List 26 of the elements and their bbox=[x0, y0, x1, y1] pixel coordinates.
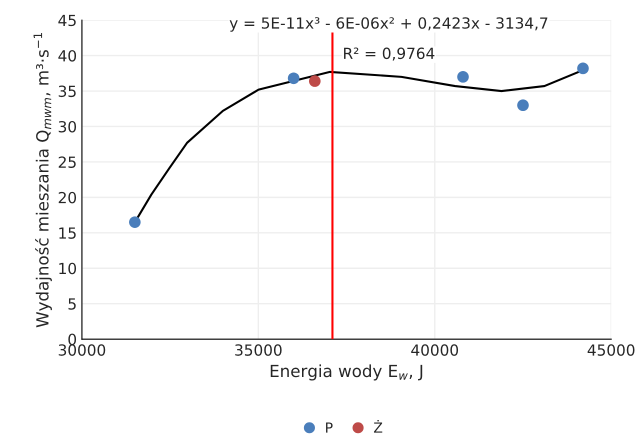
y-tick-label: 45 bbox=[58, 14, 76, 26]
y-tick-label: 40 bbox=[58, 50, 76, 62]
point bbox=[457, 71, 469, 83]
y-axis-title: Wydajność mieszania Q$_{mwm}$, m³·s$^{−1}$ bbox=[34, 32, 52, 328]
y-tick-label: 15 bbox=[59, 227, 76, 239]
y-tick-label: 20 bbox=[58, 192, 76, 204]
y-tick-label: 0 bbox=[68, 334, 76, 346]
legend-label: Ż bbox=[374, 420, 382, 433]
x-axis-title: Energia wody E$_{w}$, J bbox=[270, 364, 422, 380]
annotation: y = 5E-11x³ - 6E-06x² + 0,2423x - 3134,7 bbox=[230, 17, 548, 32]
legend-label: P bbox=[326, 422, 333, 433]
point bbox=[308, 75, 321, 87]
annotation: R² = 0,9764 bbox=[344, 48, 434, 61]
x-tick-label: 35000 bbox=[235, 344, 282, 356]
y-tick-label: 35 bbox=[58, 86, 76, 98]
y-tick-label: 5 bbox=[68, 298, 76, 310]
x-tick-label: 40000 bbox=[411, 344, 458, 356]
point bbox=[517, 99, 529, 112]
y-tick-label: 30 bbox=[58, 120, 76, 133]
x-tick-label: 45000 bbox=[588, 344, 634, 356]
point bbox=[288, 72, 300, 84]
y-tick-label: 10 bbox=[59, 262, 76, 274]
point bbox=[577, 62, 589, 74]
y-tick-label: 25 bbox=[58, 156, 76, 168]
x-tick-label: 30000 bbox=[58, 344, 106, 356]
point bbox=[129, 216, 141, 228]
